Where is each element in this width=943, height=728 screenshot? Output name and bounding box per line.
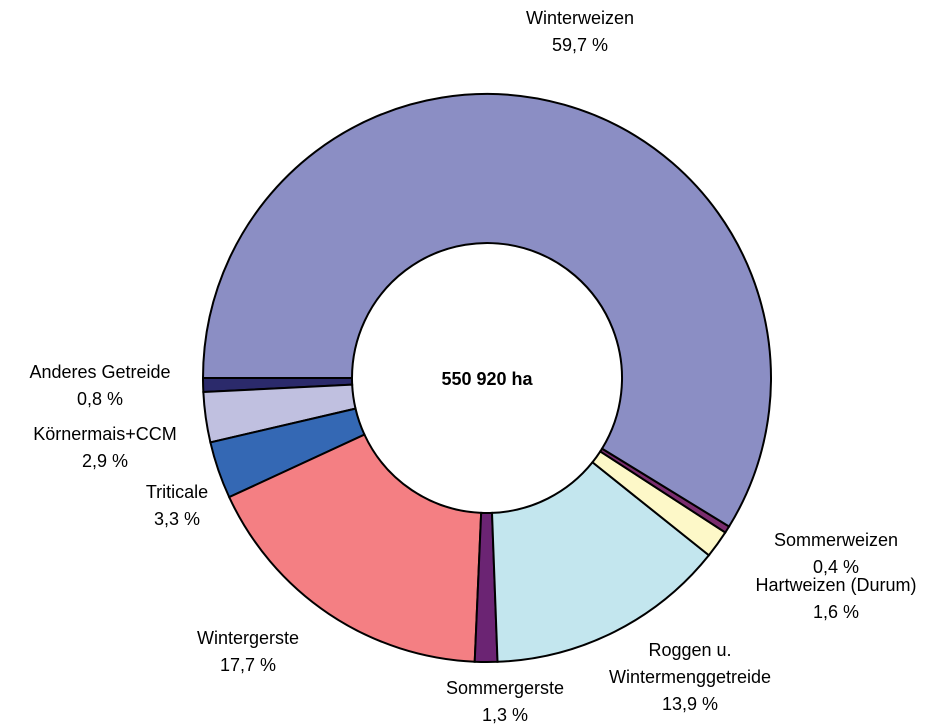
slice-label: Körnermais+CCM 2,9 % bbox=[0, 421, 215, 475]
donut-slice bbox=[227, 433, 483, 663]
slice-name: Hartweizen (Durum) bbox=[755, 575, 917, 595]
slice-name: Sommerweizen bbox=[773, 530, 899, 550]
slice-label: Sommergerste 1,3 % bbox=[405, 675, 605, 728]
slice-name: Triticale bbox=[145, 482, 209, 502]
slice-label: Triticale 3,3 % bbox=[77, 479, 277, 533]
slice-value: 0,4 % bbox=[812, 557, 860, 577]
slice-name: Winterweizen bbox=[525, 8, 635, 28]
slice-label: Roggen u. Wintermenggetreide 13,9 % bbox=[585, 637, 795, 718]
slice-value: 59,7 % bbox=[551, 35, 609, 55]
slice-name: Sommergerste bbox=[445, 678, 565, 698]
slice-label: Wintergerste 17,7 % bbox=[148, 625, 348, 679]
slice-name: Körnermais+CCM bbox=[33, 424, 177, 444]
center-label: 550 920 ha bbox=[441, 369, 533, 389]
slice-value: 13,9 % bbox=[661, 694, 719, 714]
slice-value: 1,3 % bbox=[481, 705, 529, 725]
slice-value: 3,3 % bbox=[153, 509, 201, 529]
slice-label: Winterweizen 59,7 % bbox=[480, 5, 680, 59]
slice-value: 1,6 % bbox=[812, 602, 860, 622]
slice-label: Anderes Getreide 0,8 % bbox=[0, 359, 210, 413]
slice-label: Hartweizen (Durum) 1,6 % bbox=[726, 572, 943, 626]
slice-value: 17,7 % bbox=[219, 655, 277, 675]
slice-label: Sommerweizen 0,4 % bbox=[736, 527, 936, 581]
slice-name: Wintergerste bbox=[196, 628, 300, 648]
donut-slice bbox=[202, 383, 357, 444]
donut-slice bbox=[201, 93, 772, 528]
slice-name: Anderes Getreide bbox=[29, 362, 171, 382]
slice-value: 2,9 % bbox=[81, 451, 129, 471]
donut-slice bbox=[591, 450, 727, 557]
donut-slice bbox=[209, 407, 366, 499]
slice-value: 0,8 % bbox=[76, 389, 124, 409]
slice-name: Roggen u. Wintermenggetreide bbox=[608, 640, 772, 687]
